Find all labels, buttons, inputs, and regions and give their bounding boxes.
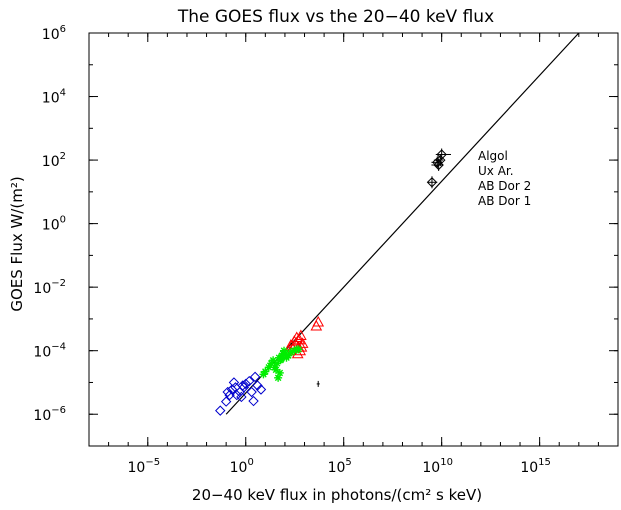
diamond-point (246, 386, 257, 398)
y-axis-label: GOES Flux W/(m²) (8, 176, 26, 311)
x-tick-label: 1015 (520, 457, 551, 476)
triangle-point (310, 319, 323, 331)
diamond-point (220, 396, 232, 407)
y-tick-label: 106 (42, 24, 66, 43)
diamond-point (249, 371, 261, 383)
axis-ticks: 10−5 100 105 1010 1015 10−6 10−4 10−2 100 102 104 1… (33, 24, 619, 476)
chart-title: The GOES flux vs the 20−40 keV flux (177, 7, 494, 27)
diamond-point (236, 391, 247, 403)
diamond-point (222, 386, 233, 398)
diamond-point (226, 384, 238, 395)
asterisk-point (286, 348, 295, 357)
diamond-point (215, 405, 226, 416)
x-tick-label: 100 (230, 457, 254, 476)
y-tick-label: 100 (42, 215, 66, 234)
legend-entry: Algol (478, 149, 508, 163)
cross-point (316, 380, 320, 387)
asterisk-point (275, 368, 284, 377)
asterisk-point (277, 354, 286, 363)
y-tick-label: 10−2 (33, 278, 66, 297)
x-tick-label: 1010 (422, 457, 453, 476)
x-tick-label: 105 (328, 457, 352, 476)
diamond-point (435, 154, 446, 166)
diamond-point (228, 377, 240, 388)
y-tick-label: 104 (42, 88, 66, 107)
x-tick-label: 10−5 (127, 457, 160, 476)
y-tick-label: 102 (42, 151, 66, 170)
y-tick-label: 10−6 (33, 405, 66, 424)
diamond-point (238, 382, 250, 393)
asterisk-point (294, 345, 303, 354)
data-marks (215, 148, 452, 416)
diamond-point (240, 378, 251, 390)
diamond-point (255, 384, 267, 395)
legend-entry: Ux Ar. (478, 164, 514, 178)
triangle-point (296, 337, 309, 348)
asterisk-point (261, 367, 270, 376)
triangle-point (295, 329, 307, 341)
diamond-point (426, 177, 438, 188)
diamond-point (248, 395, 259, 407)
x-axis-label: 20−40 keV flux in photons/(cm² s keV) (192, 486, 482, 504)
diamond-point (243, 375, 255, 387)
triangle-point (291, 347, 304, 359)
legend-entry: AB Dor 1 (478, 194, 531, 208)
diamond-point (436, 149, 447, 160)
plot-frame (88, 32, 619, 447)
y-tick-label: 10−4 (33, 342, 66, 361)
legend-entry: AB Dor 2 (478, 179, 531, 193)
